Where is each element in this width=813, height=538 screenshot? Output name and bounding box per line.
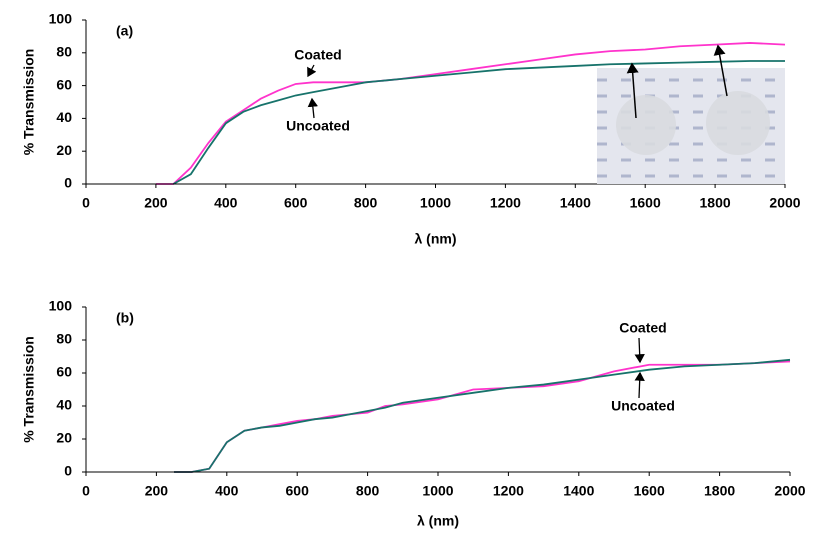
y-tick-label: 0 — [64, 175, 72, 191]
x-tick-label: 0 — [82, 483, 90, 499]
y-tick-label: 0 — [64, 463, 72, 479]
x-axis-label: λ (nm) — [417, 513, 459, 529]
x-tick-label: 1800 — [700, 195, 731, 211]
y-axis-label: % Transmission — [21, 49, 37, 156]
x-tick-label: 1000 — [422, 483, 453, 499]
inset-photo — [597, 44, 785, 184]
x-tick-label: 1200 — [493, 483, 524, 499]
y-tick-label: 60 — [56, 364, 72, 380]
y-tick-label: 80 — [56, 44, 72, 60]
x-tick-label: 2000 — [769, 195, 800, 211]
x-tick-label: 800 — [354, 195, 378, 211]
annotation-arrow — [634, 371, 645, 399]
series-line — [174, 360, 791, 473]
series-annotation: Uncoated — [611, 398, 675, 414]
x-tick-label: 1400 — [563, 483, 594, 499]
series-annotation: Uncoated — [286, 118, 350, 134]
annotation-arrow — [307, 64, 317, 78]
x-tick-label: 1000 — [420, 195, 451, 211]
series-line — [174, 358, 791, 473]
x-tick-label: 400 — [214, 195, 238, 211]
y-tick-label: 40 — [56, 109, 72, 125]
y-tick-label: 100 — [49, 298, 73, 314]
y-tick-label: 20 — [56, 430, 72, 446]
y-tick-label: 20 — [56, 142, 72, 158]
y-tick-label: 40 — [56, 397, 72, 413]
x-tick-label: 1800 — [704, 483, 735, 499]
annotation-arrow — [634, 337, 645, 364]
series-line — [172, 60, 785, 185]
y-axis-label: % Transmission — [21, 336, 37, 443]
x-tick-label: 1600 — [634, 483, 665, 499]
y-tick-label: 100 — [49, 11, 73, 27]
y-tick-label: 80 — [56, 331, 72, 347]
panel-label: (a) — [116, 23, 133, 39]
series-annotation: Coated — [294, 47, 341, 63]
x-tick-label: 1400 — [560, 195, 591, 211]
panel-label: (b) — [116, 310, 134, 326]
x-tick-label: 800 — [356, 483, 380, 499]
x-tick-label: 200 — [145, 483, 169, 499]
x-tick-label: 600 — [286, 483, 310, 499]
x-tick-label: 2000 — [774, 483, 805, 499]
annotation-arrow — [307, 97, 318, 119]
x-tick-label: 1600 — [630, 195, 661, 211]
x-tick-label: 400 — [215, 483, 239, 499]
x-axis-label: λ (nm) — [415, 231, 457, 247]
series-annotation: Coated — [619, 320, 666, 336]
x-tick-label: 0 — [82, 195, 90, 211]
y-tick-label: 60 — [56, 76, 72, 92]
x-tick-label: 200 — [144, 195, 168, 211]
x-tick-label: 1200 — [490, 195, 521, 211]
x-tick-label: 600 — [284, 195, 308, 211]
